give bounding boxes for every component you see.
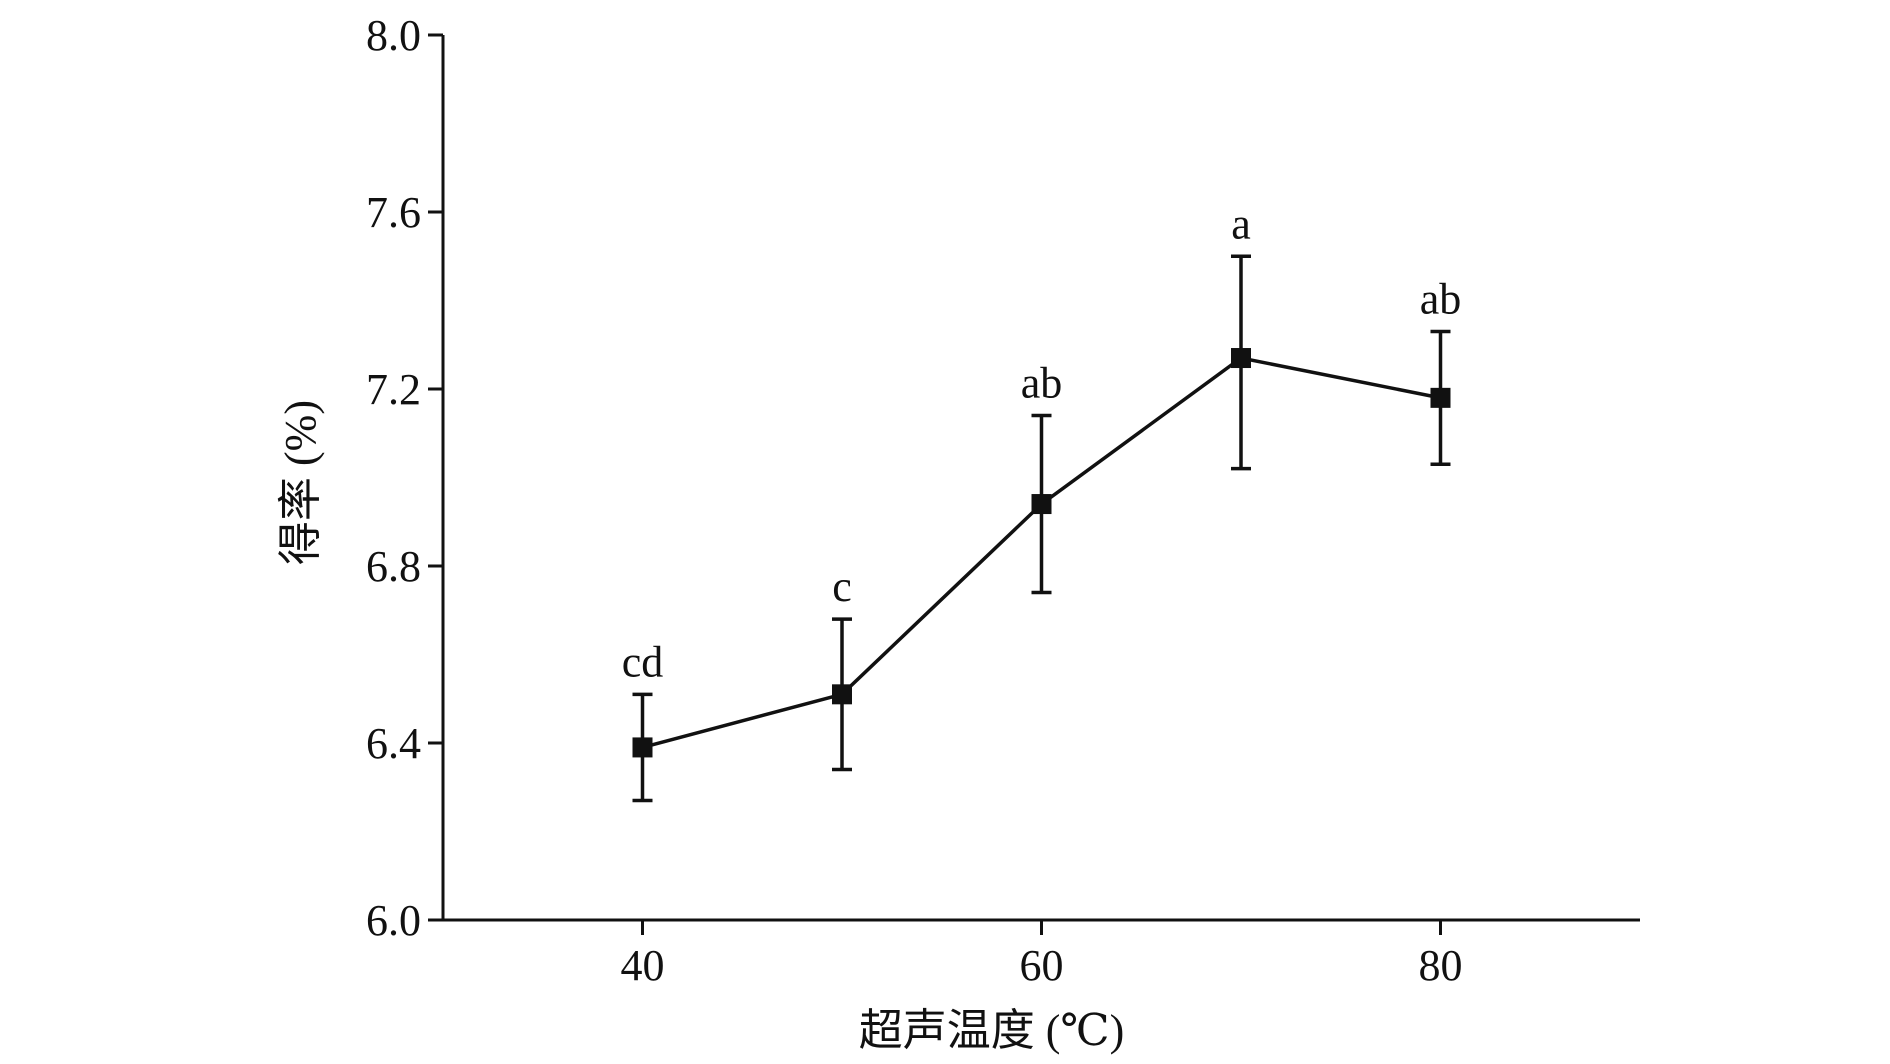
y-axis-title: 得率 (%) bbox=[276, 400, 325, 565]
significance-label: cd bbox=[622, 637, 664, 686]
axes: 6.0 6.4 6.8 7.2 7.6 8.0 40 60 80 bbox=[366, 11, 1640, 990]
data-point-marker bbox=[1231, 348, 1251, 369]
y-tick-label: 7.6 bbox=[366, 188, 421, 237]
data-point-marker bbox=[1430, 387, 1451, 408]
data-point-marker bbox=[632, 737, 653, 758]
significance-label: c bbox=[832, 562, 852, 611]
x-axis-title: 超声温度 (℃) bbox=[859, 1006, 1125, 1055]
significance-label: ab bbox=[1021, 359, 1063, 408]
x-tick-label: 60 bbox=[1020, 941, 1064, 990]
x-tick-label: 80 bbox=[1419, 941, 1463, 990]
significance-label: a bbox=[1231, 199, 1251, 248]
y-tick-label: 6.0 bbox=[366, 896, 421, 945]
series: cd c ab a ab bbox=[622, 199, 1462, 803]
x-tick-label: 40 bbox=[621, 941, 665, 990]
y-tick-label: 7.2 bbox=[366, 365, 421, 414]
y-tick-label: 6.4 bbox=[366, 719, 421, 768]
significance-label: ab bbox=[1420, 274, 1462, 323]
y-tick-label: 8.0 bbox=[366, 11, 421, 60]
y-tick-label: 6.8 bbox=[366, 542, 421, 591]
data-point-marker bbox=[1031, 494, 1052, 515]
data-point-marker bbox=[832, 684, 852, 705]
